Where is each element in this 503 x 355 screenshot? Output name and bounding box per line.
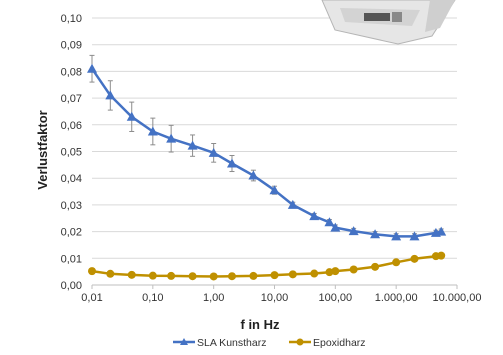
data-point [147,126,158,136]
data-point [310,269,319,278]
legend-marker [296,338,304,346]
data-point [106,269,115,278]
data-point [105,90,116,100]
series-layer [87,54,447,281]
data-point [208,147,219,157]
data-point [409,231,420,241]
y-tick-label: 0,04 [61,173,82,185]
data-point [269,185,280,195]
y-tick-label: 0,10 [61,13,82,25]
x-tick-label: 1.000,00 [375,292,418,304]
legend-marker [180,338,188,345]
data-point [126,111,137,121]
x-tick-label: 0,10 [142,292,163,304]
data-point [187,140,198,150]
y-tick-label: 0,07 [61,93,82,105]
data-point [436,226,447,236]
data-point [287,199,298,209]
data-point [88,267,96,276]
x-tick-label: 10,00 [261,292,289,304]
data-point [209,272,218,281]
x-axis-label: f in Hz [241,317,280,332]
data-point [226,158,237,168]
y-tick-label: 0,02 [61,227,82,239]
data-point [391,231,402,241]
y-tick-label: 0,09 [61,40,82,52]
legend-label: Epoxidharz [313,337,366,349]
x-tick-label: 0,01 [81,292,102,304]
x-tick-labels: 0,01 0,10 1,00 10,00 100,00 1.000,00 10.000,00 [81,292,481,304]
legend-item: SLA Kunstharz [173,337,266,349]
data-point [331,267,340,276]
x-tick-label: 100,00 [319,292,353,304]
data-point [87,63,97,73]
data-point [227,272,236,281]
y-tick-label: 0,08 [61,66,82,78]
device-image [321,0,456,45]
y-tick-labels: 0,00 0,01 0,02 0,03 0,04 0,05 0,06 0,07 0,08 0,09… [61,13,82,292]
legend-item: Epoxidharz [289,337,366,349]
x-axis [91,284,458,289]
y-tick-label: 0,00 [61,280,82,292]
legend: SLA Kunstharz Epoxidharz [173,337,366,349]
data-point [188,272,197,281]
x-tick-label: 1,00 [203,292,224,304]
data-point [348,226,359,236]
data-point [249,271,258,280]
x-tick-label: 10.000,00 [433,292,482,304]
data-point [270,271,279,280]
data-point [410,254,419,263]
data-point [127,270,136,279]
data-point [371,262,380,271]
data-point [288,270,297,279]
data-point [166,133,177,143]
data-point [148,271,157,280]
data-point [370,229,381,239]
data-point [330,222,341,232]
series-epoxidharz [88,251,446,281]
legend-label: SLA Kunstharz [197,337,266,349]
data-point [325,268,334,277]
series-line [90,67,442,238]
y-tick-label: 0,05 [61,147,82,159]
y-axis-label: Verlustfaktor [35,110,50,189]
y-tick-label: 0,06 [61,120,82,132]
y-tick-label: 0,01 [61,253,82,265]
data-point [349,265,358,274]
gridlines [92,17,457,259]
series-sla-kunstharz [87,54,447,241]
y-tick-label: 0,03 [61,200,82,212]
data-point [392,258,401,267]
data-point [248,170,259,180]
data-point [167,271,176,280]
data-point [324,217,335,227]
data-point [437,251,446,260]
data-point [309,211,320,221]
